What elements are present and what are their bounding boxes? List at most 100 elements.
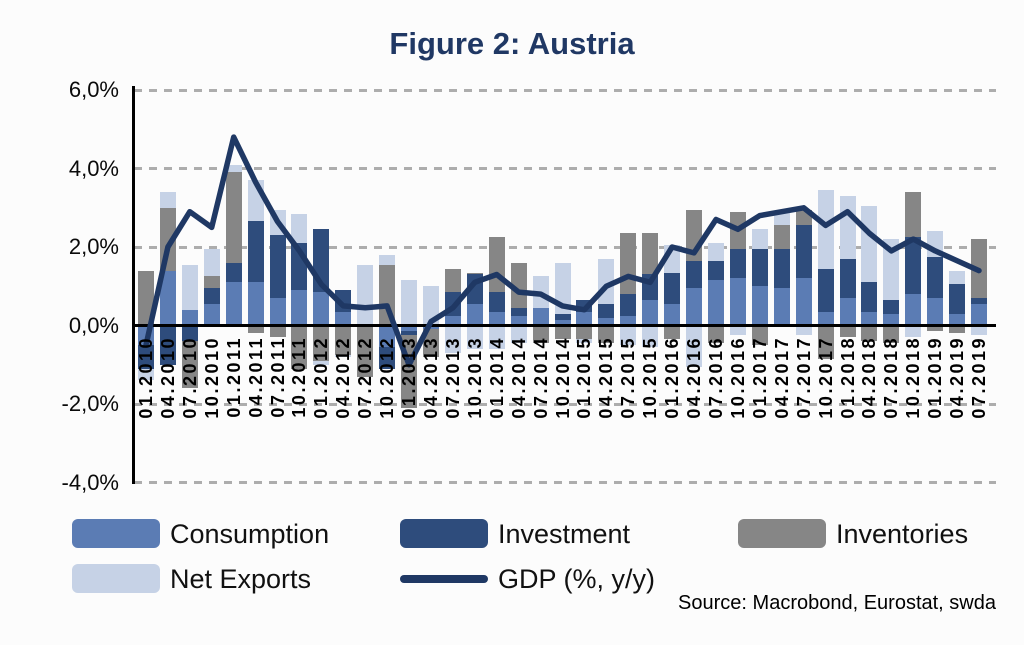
bar-segment-consumption (642, 299, 659, 326)
bar-segment-net-exports (401, 280, 418, 326)
bar-segment-net-exports (379, 254, 396, 265)
bar-segment-investment (817, 268, 834, 312)
bar-segment-investment (927, 256, 944, 299)
bar-segment-investment (159, 325, 176, 365)
bar-segment-inventories (861, 325, 878, 342)
bar-segment-consumption (335, 311, 352, 326)
bar-segment-inventories (905, 192, 922, 238)
bar-segment-consumption (576, 311, 593, 326)
bar-segment-investment (554, 313, 571, 320)
gridline (134, 245, 996, 249)
bar-segment-consumption (466, 303, 483, 326)
bar-segment-consumption (927, 298, 944, 326)
bar-segment-inventories (707, 325, 724, 344)
bar-segment-investment (181, 325, 198, 342)
bar-segment-investment (949, 284, 966, 314)
bar-segment-inventories (357, 325, 374, 377)
bar-segment-net-exports (335, 354, 352, 357)
bar-segment-inventories (598, 325, 615, 344)
gridline (134, 167, 996, 170)
bar-segment-consumption (203, 303, 220, 326)
x-axis-label: 04.2011 (245, 336, 266, 418)
bar-segment-consumption (971, 303, 988, 326)
bar-segment-net-exports (444, 325, 461, 353)
bar-segment-consumption (795, 278, 812, 326)
bar-segment-investment (707, 260, 724, 281)
bar-segment-net-exports (686, 325, 703, 367)
bar-segment-consumption (269, 298, 286, 326)
bar-segment-net-exports (488, 325, 505, 350)
bar-segment-consumption (861, 311, 878, 326)
bar-segment-investment (861, 282, 878, 312)
bar-segment-consumption (313, 292, 330, 326)
bar-segment-consumption (620, 315, 637, 326)
bar-segment-investment (137, 345, 154, 369)
y-axis-spine (132, 86, 135, 484)
bar-segment-investment (401, 331, 418, 336)
bar-segment-net-exports (576, 339, 593, 344)
bar-segment-investment (883, 299, 900, 314)
legend-label-gdp: GDP (%, y/y) (498, 564, 656, 594)
bar-segment-net-exports (291, 213, 308, 244)
bar-segment-inventories (751, 325, 768, 346)
x-axis-label: 01.2014 (486, 336, 507, 419)
bar-segment-consumption (247, 282, 264, 326)
bar-segment-net-exports (203, 248, 220, 277)
x-axis-label: 01.2016 (662, 336, 683, 419)
bar-segment-net-exports (620, 325, 637, 346)
bar-segment-net-exports (225, 164, 242, 173)
bar-segment-investment (751, 248, 768, 287)
x-axis-label: 10.2014 (552, 336, 573, 419)
x-axis-label: 10.2018 (903, 336, 924, 419)
bar-segment-net-exports (707, 243, 724, 261)
bar-segment-investment (686, 260, 703, 289)
x-axis-label: 07.2013 (442, 336, 463, 419)
y-tick-label: -2,0% (61, 391, 119, 416)
investment-swatch (400, 519, 488, 548)
bar-segment-investment (839, 258, 856, 299)
bar-segment-investment (598, 303, 615, 318)
bar-segment-net-exports (905, 325, 922, 338)
x-axis-label: 01.2010 (135, 336, 156, 419)
bar-segment-inventories (247, 325, 264, 334)
source-note: Source: Macrobond, Eurostat, swda (678, 592, 996, 614)
bar-segment-net-exports (510, 325, 527, 344)
bar-segment-inventories (313, 325, 330, 361)
bar-segment-consumption (401, 325, 418, 332)
bar-segment-consumption (949, 313, 966, 326)
x-axis-label: 04.2015 (596, 336, 617, 419)
bar-segment-net-exports (949, 270, 966, 285)
bar-segment-net-exports (313, 360, 330, 365)
x-axis-label: 04.2019 (947, 336, 968, 419)
bar-segment-consumption (729, 278, 746, 326)
bar-segment-inventories (817, 325, 834, 359)
x-axis-label: 10.2013 (464, 336, 485, 419)
x-axis-label: 07.2011 (267, 336, 288, 418)
x-axis-label: 04.2017 (771, 336, 792, 419)
bar-segment-net-exports (729, 325, 746, 336)
bar-segment-inventories (949, 325, 966, 334)
legend-label-investment: Investment (498, 519, 631, 549)
bar-segment-consumption (839, 298, 856, 326)
x-axis-label: 07.2012 (355, 336, 376, 419)
y-tick-label: 2,0% (68, 234, 119, 259)
bar-segment-net-exports (971, 325, 988, 336)
x-axis-label: 04.2010 (157, 336, 178, 419)
bar-segment-net-exports (795, 325, 812, 336)
bar-segment-net-exports (861, 205, 878, 283)
bar-segment-inventories (664, 325, 681, 340)
x-axis-label: 01.2019 (925, 336, 946, 419)
inventories-swatch (738, 519, 826, 548)
bar-segment-consumption (159, 270, 176, 326)
x-axis-label: 01.2015 (574, 336, 595, 419)
bar-segment-investment (379, 347, 396, 369)
bar-segment-net-exports (883, 239, 900, 300)
x-axis-label: 10.2012 (377, 336, 398, 419)
bar-segment-consumption (291, 290, 308, 326)
bar-segment-investment (729, 248, 746, 279)
legend-label-consumption: Consumption (170, 519, 330, 549)
bar-segment-consumption (817, 311, 834, 326)
x-axis-label: 01.2013 (399, 336, 420, 419)
bar-segment-consumption (707, 280, 724, 326)
